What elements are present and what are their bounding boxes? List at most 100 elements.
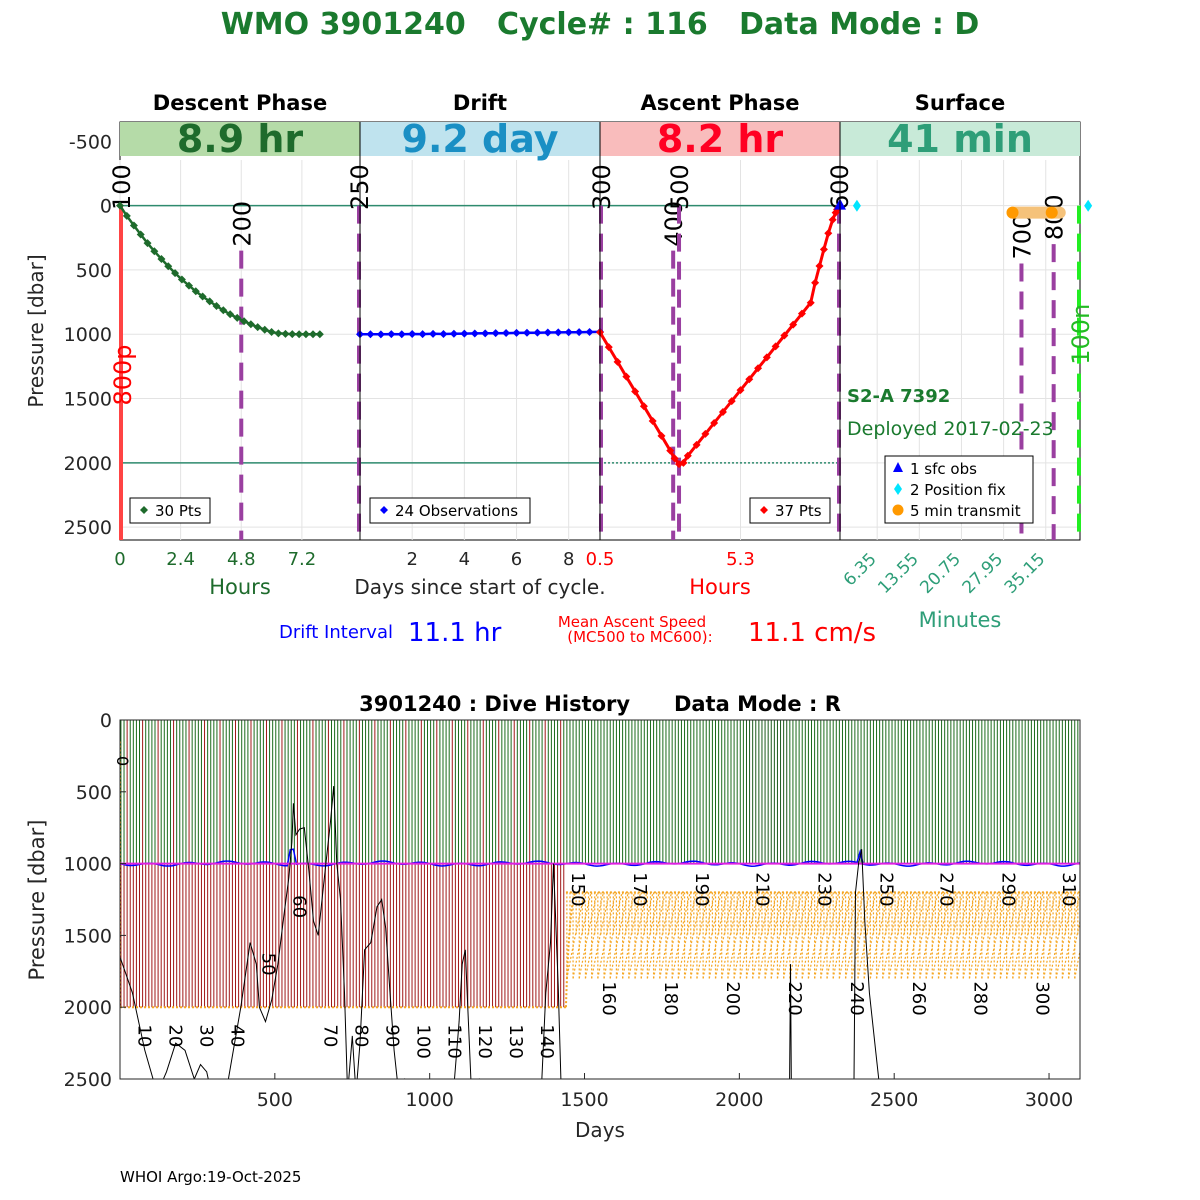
deep-profile-curve: [1024, 892, 1044, 979]
deep-profile-curve: [578, 892, 598, 979]
deep-profile-curve: [999, 892, 1019, 979]
deep-profile-curve: [628, 892, 648, 979]
mission-marker-label: 400: [660, 201, 688, 247]
cycle-number-label: 170: [629, 872, 650, 906]
deep-profile-curve: [677, 892, 697, 979]
history-cycle-labels: 150 170 190 210 230 250 270 290 310 10 20 30 40 50 60 7…: [113, 756, 1079, 1059]
profile-point: [780, 331, 789, 340]
deep-profile-curve: [665, 892, 685, 979]
profile-point: [260, 325, 269, 334]
profile-point: [267, 328, 276, 337]
profile-point: [727, 397, 736, 406]
history-y-tick: 1500: [64, 925, 112, 947]
cycle-zero-label: 0: [113, 756, 132, 766]
deep-profile-curve: [900, 892, 920, 979]
deep-profile-curve: [869, 892, 889, 979]
profile-point: [205, 297, 214, 306]
deep-profile-curve: [584, 892, 605, 979]
footer-credit: WHOI Argo:19-Oct-2025: [120, 1168, 301, 1186]
phase-x-tick: 2: [406, 549, 417, 570]
deep-profile-curve: [857, 892, 877, 979]
profile-point: [754, 364, 763, 373]
profile-point: [604, 343, 613, 352]
deep-profile-curve: [789, 892, 809, 979]
profile-point: [533, 328, 542, 337]
profile-point: [122, 211, 131, 220]
cycle-number-label: 50: [257, 953, 278, 976]
profile-point: [554, 328, 563, 337]
surface-x-tick: 27.95: [959, 549, 1008, 598]
profile-point: [648, 417, 657, 426]
cycle-number-label: 30: [196, 1024, 217, 1047]
deep-profile-curve: [888, 892, 908, 979]
deploy-date: Deployed 2017-02-23: [847, 418, 1054, 440]
cycle-y-tick: 1000: [64, 324, 112, 346]
deep-profile-curve: [851, 892, 871, 979]
deep-profile-curve: [993, 892, 1013, 979]
cycle-y-tick: 0: [100, 196, 112, 218]
deep-profile-curve: [807, 892, 827, 979]
phase-band: [120, 122, 360, 156]
cycle-y-tick: 1500: [64, 389, 112, 411]
deep-profile-curve: [981, 892, 1001, 979]
deep-profile-curve: [727, 892, 747, 979]
cycle-y-tick: 2000: [64, 453, 112, 475]
deep-profile-curve: [1067, 918, 1080, 979]
profile-point: [502, 329, 511, 338]
mission-marker-label: 100: [108, 164, 136, 210]
cycle-number-label: 260: [908, 981, 929, 1015]
history-x-tick: 2000: [715, 1089, 763, 1111]
deep-profile-curve: [937, 892, 958, 979]
surface-legend-box: [884, 455, 1034, 524]
history-plot-frame: [119, 719, 1081, 1080]
profile-point: [639, 402, 648, 411]
phase-duration: 9.2 day: [402, 117, 559, 161]
profile-point: [522, 328, 531, 337]
park-depth-label: 800p: [109, 344, 137, 405]
profile-point: [491, 329, 500, 338]
deep-profile-curve: [894, 892, 914, 979]
deep-profile-curve: [931, 892, 951, 979]
profile-point: [631, 387, 640, 396]
position-fix-marker: [1084, 199, 1093, 212]
phase-duration: 41 min: [887, 117, 1033, 161]
bottom-pressure-trace: [853, 849, 880, 1079]
cycle-number-label: 210: [751, 872, 772, 906]
phase-band: [360, 122, 600, 156]
phase-name: Drift: [453, 91, 507, 115]
phase-series: [116, 198, 1093, 469]
float-name: S2-A 7392: [847, 386, 950, 407]
phase-x-tick: 5.3: [726, 549, 755, 570]
profile-point: [745, 375, 754, 384]
deep-profile-curve: [1012, 892, 1032, 979]
deep-profile-curve: [1030, 892, 1050, 979]
cycle-number-label: 20: [165, 1024, 186, 1047]
profile-point: [397, 330, 406, 339]
cycle-number-label: 90: [381, 1024, 402, 1047]
ascent-speed-label-line2: (MC500 to MC600):: [567, 628, 712, 646]
cycle-y-label: Pressure [dbar]: [24, 254, 48, 407]
phase-name: Ascent Phase: [641, 91, 800, 115]
cycle-x-label: Days since start of cycle.: [354, 575, 605, 599]
cycle-number-label: 120: [474, 1024, 495, 1058]
profile-point: [157, 254, 166, 263]
deep-profile-curve: [572, 892, 592, 979]
profile-point: [129, 221, 138, 230]
ascent-speed-value: 11.1 cm/s: [748, 618, 876, 648]
deep-profile-curve: [882, 892, 902, 979]
deep-profile-curve: [758, 892, 778, 979]
history-title: 3901240 : Dive History Data Mode : R: [359, 692, 841, 716]
cycle-number-label: 190: [691, 872, 712, 906]
deep-profile-curve: [702, 892, 722, 979]
transmit-marker: [1045, 206, 1058, 219]
phase-band: [840, 122, 1080, 156]
profile-point: [824, 229, 833, 238]
history-y-tick: 500: [76, 782, 112, 804]
drift-interval-label: Drift Interval: [279, 622, 393, 643]
deep-profile-curve: [739, 892, 759, 979]
position-fix-marker: [852, 199, 861, 212]
profile-point: [543, 328, 552, 337]
transmit-marker: [1006, 206, 1019, 219]
deep-profile-curve: [962, 892, 982, 979]
